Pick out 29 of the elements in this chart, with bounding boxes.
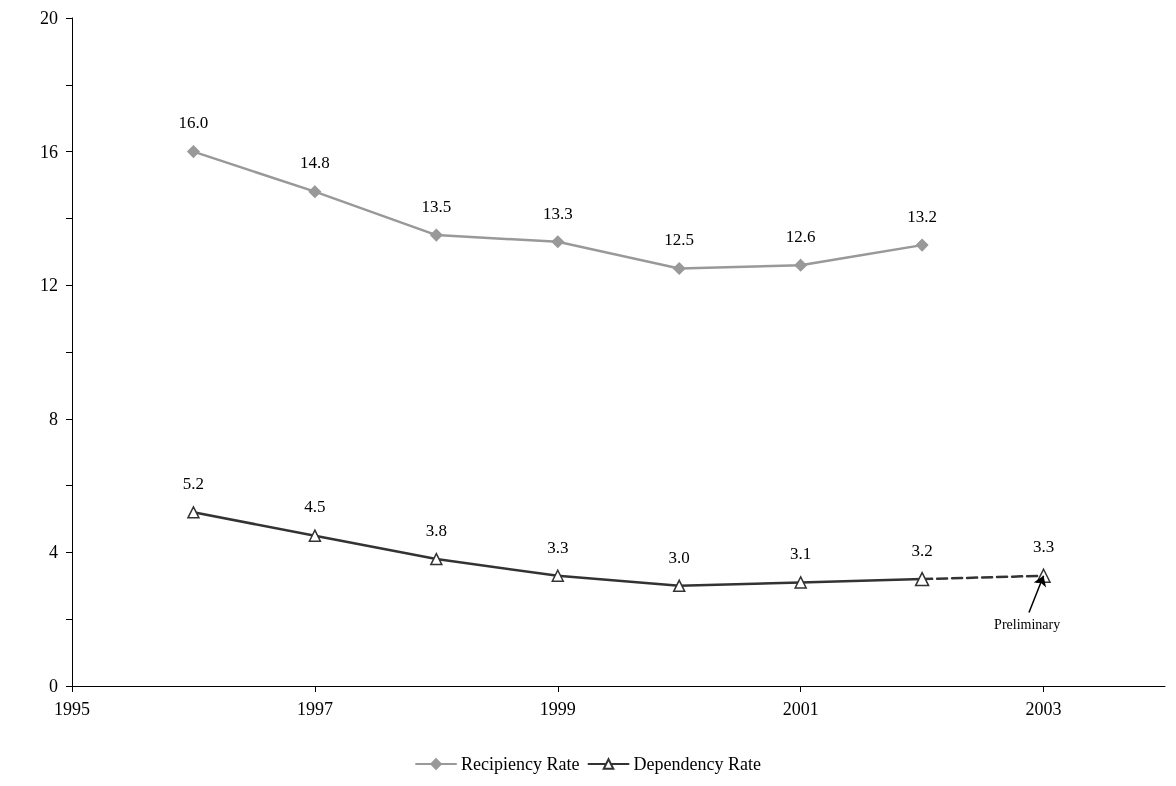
y-tick-label: 0 — [49, 676, 58, 696]
data-label: 4.5 — [304, 497, 326, 517]
data-label: 13.5 — [421, 196, 452, 216]
annotation: Preliminary — [994, 616, 1061, 632]
y-tick-label: 20 — [40, 8, 58, 28]
data-label: 12.5 — [664, 230, 695, 250]
legend-label: Dependency Rate — [633, 754, 761, 774]
y-tick-label: 8 — [49, 408, 58, 429]
x-tick-label: 1997 — [296, 699, 333, 719]
y-tick-label: 4 — [49, 542, 58, 563]
legend-label: Recipiency Rate — [461, 754, 580, 774]
x-tick-label: 1995 — [54, 699, 90, 719]
data-label: 3.8 — [425, 520, 447, 540]
data-label: 16.0 — [178, 113, 209, 133]
y-tick-label: 12 — [40, 275, 58, 296]
x-tick-label: 1999 — [539, 699, 576, 719]
data-label: 5.2 — [182, 474, 205, 494]
data-label: 13.2 — [907, 206, 937, 226]
data-label: 14.8 — [300, 153, 330, 173]
data-label: 3.2 — [911, 540, 933, 560]
data-label: 3.3 — [1032, 536, 1055, 556]
x-tick-label: 2003 — [1025, 699, 1062, 719]
y-tick-label: 16 — [40, 141, 58, 162]
data-label: 13.3 — [542, 203, 573, 223]
data-label: 12.6 — [785, 226, 816, 246]
data-label: 3.3 — [547, 537, 569, 557]
x-tick-label: 2001 — [782, 699, 819, 719]
data-label: 3.1 — [790, 544, 812, 564]
data-label: 3.0 — [668, 547, 690, 567]
